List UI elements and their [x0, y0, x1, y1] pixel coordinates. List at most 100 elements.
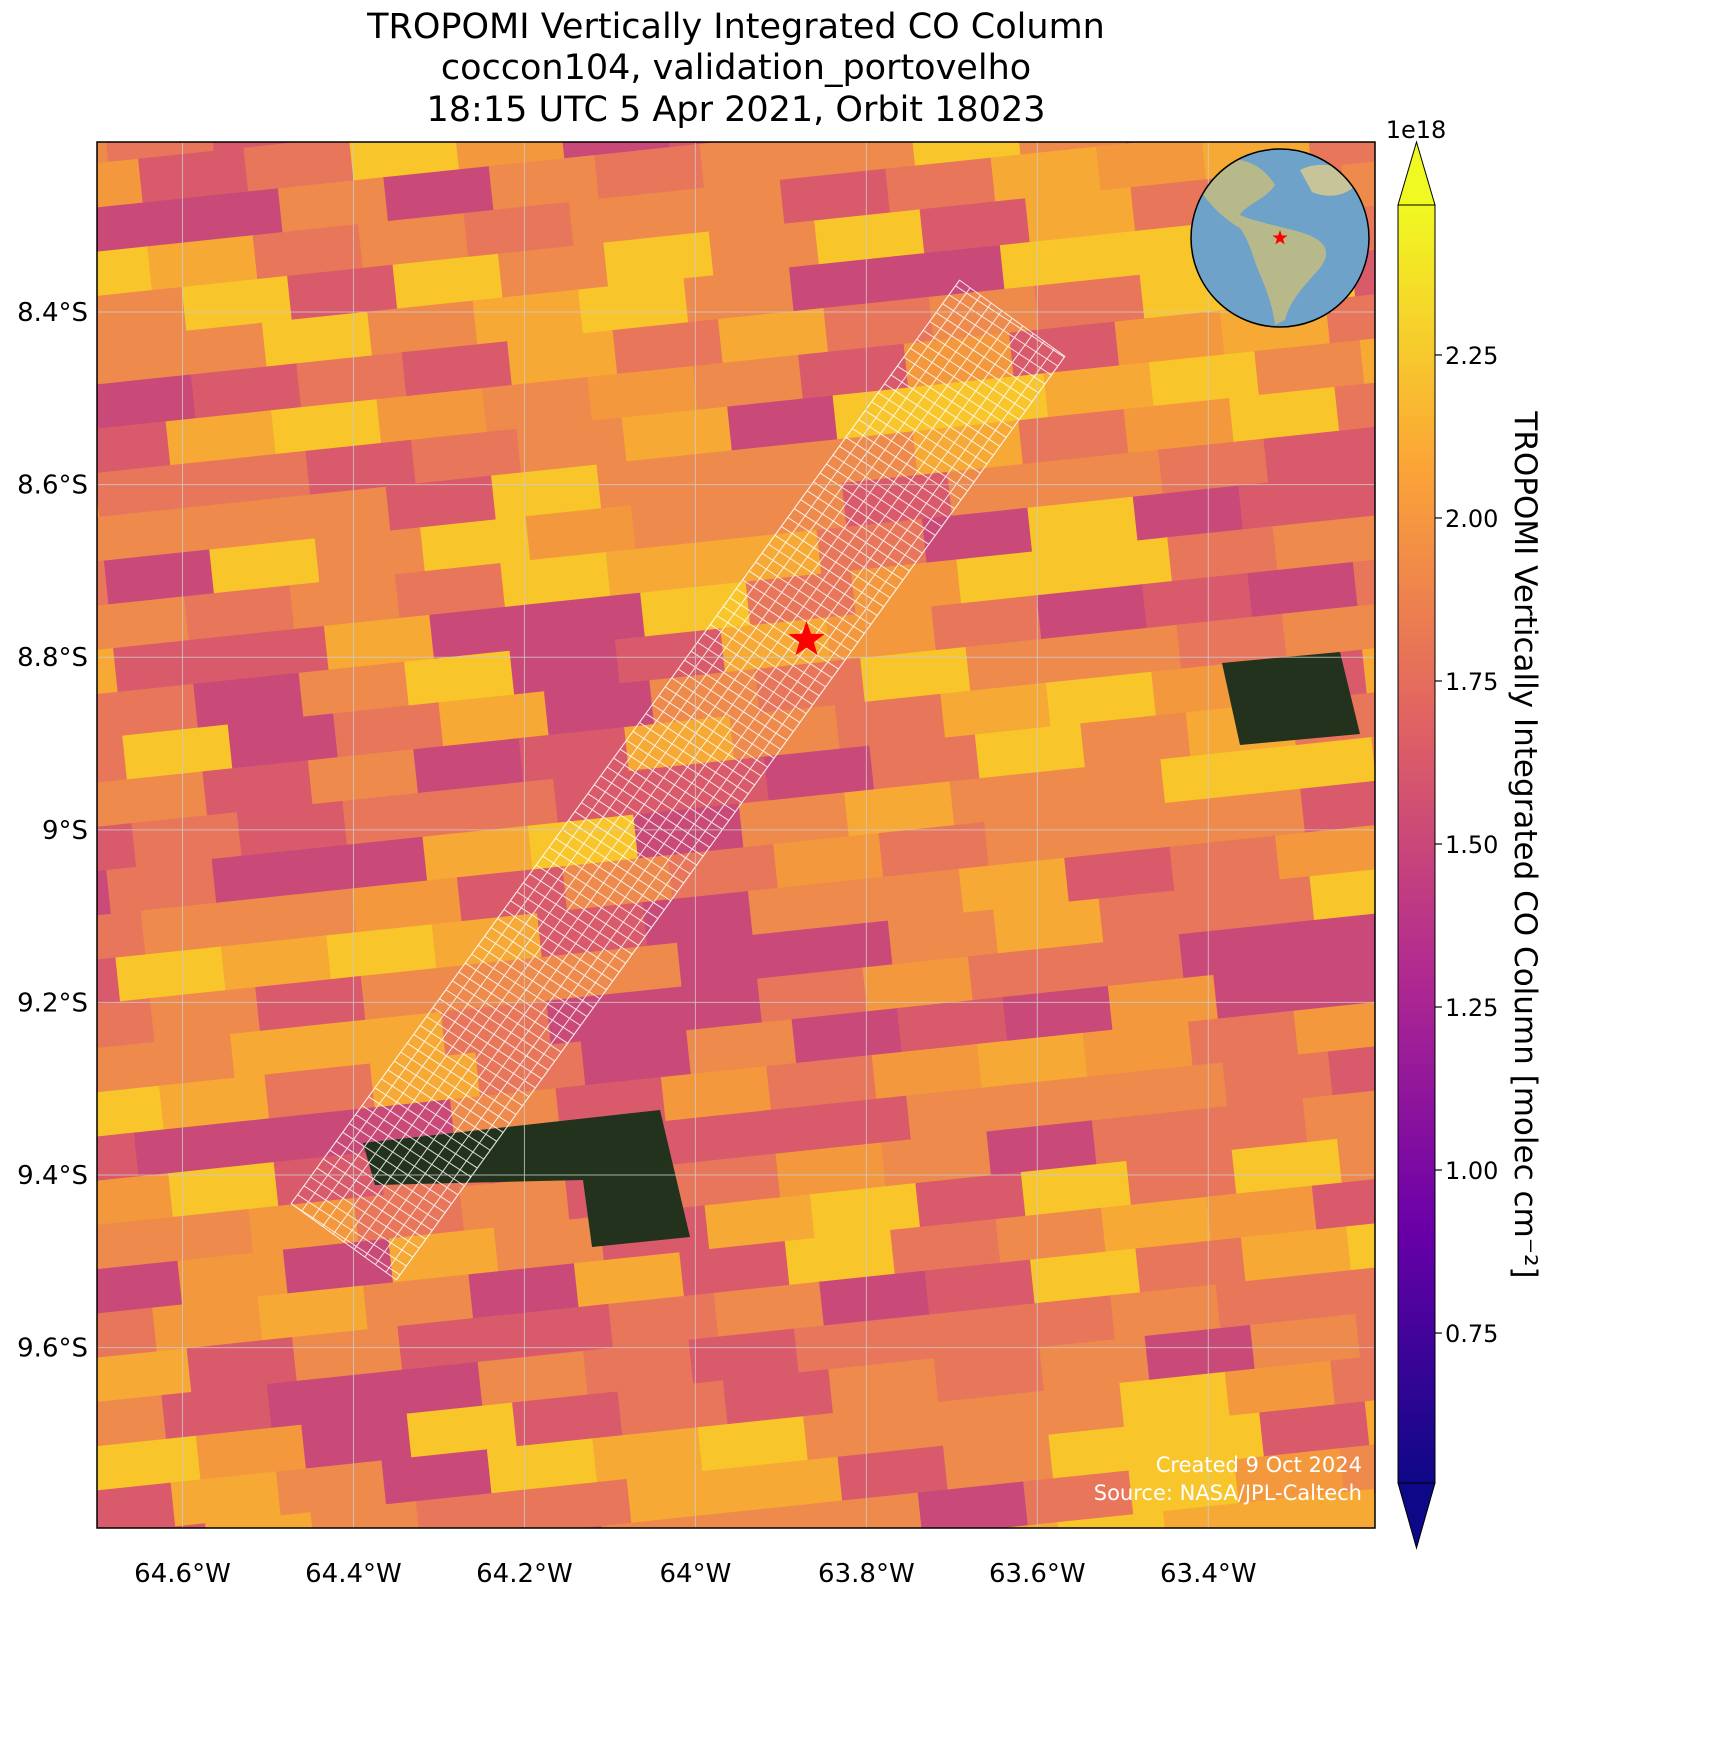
tile — [1128, 1459, 1240, 1516]
colorbar-tick-label: 0.75 — [1445, 1320, 1498, 1348]
footprint-line — [332, 310, 1003, 1235]
tile — [129, 60, 240, 116]
tile — [1325, 288, 1375, 345]
tile — [438, 691, 550, 748]
tile — [314, 85, 425, 141]
tile — [819, 1270, 931, 1327]
title-line: 18:15 UTC 5 Apr 2021, Orbit 18023 — [427, 90, 1046, 130]
tile — [1206, 1185, 1318, 1242]
tile — [1594, 1543, 1705, 1599]
tile — [1233, 1448, 1346, 1505]
tile — [385, 475, 497, 532]
tile — [880, 1131, 993, 1188]
tile — [512, 1391, 624, 1448]
tile — [812, 1492, 924, 1528]
tile — [1529, 930, 1640, 986]
tile — [214, 1600, 325, 1656]
tile — [1158, 0, 1269, 52]
tile — [109, 1611, 220, 1667]
tile — [1311, 1174, 1375, 1231]
tile — [243, 142, 355, 193]
colorbar-label: TROPOMI Vertically Integrated CO Column … — [1507, 410, 1543, 1278]
tile — [97, 1173, 174, 1230]
tile — [376, 388, 488, 444]
tile — [0, 170, 38, 226]
tile — [594, 143, 706, 200]
tile — [995, 1207, 1107, 1264]
tile — [1117, 1062, 1229, 1119]
tile — [122, 724, 234, 781]
x-tick-label: 64.2°W — [476, 1559, 573, 1589]
tile — [97, 1219, 149, 1276]
tile — [161, 1383, 273, 1440]
tile — [999, 234, 1111, 290]
tile — [97, 158, 144, 215]
tile — [202, 760, 314, 817]
tile — [230, 1022, 342, 1079]
tile — [1284, 911, 1375, 968]
tile — [360, 964, 472, 1021]
tile — [534, 592, 646, 649]
tile — [1229, 386, 1341, 443]
tile — [977, 1032, 1089, 1089]
tile — [97, 1395, 168, 1451]
tile — [887, 909, 999, 966]
tile — [828, 1358, 940, 1415]
y-tick-label: 8.6°S — [17, 471, 88, 501]
tile — [307, 749, 419, 806]
tile — [573, 1252, 685, 1309]
tile — [1607, 657, 1718, 713]
tile — [559, 142, 671, 160]
tile — [940, 682, 1052, 739]
tile — [1545, 354, 1656, 410]
tile — [0, 922, 41, 978]
tile — [218, 625, 330, 682]
tile — [611, 1602, 722, 1658]
tile — [518, 727, 630, 783]
tile — [961, 1610, 1072, 1666]
tile — [333, 702, 445, 759]
tile — [1548, 1105, 1659, 1161]
tile — [938, 373, 1050, 430]
y-tick-label: 9.2°S — [17, 988, 88, 1018]
tile — [266, 1372, 378, 1429]
tile — [630, 493, 743, 550]
tile — [1600, 879, 1711, 935]
tile — [97, 1482, 177, 1528]
tile — [587, 365, 699, 422]
tile — [521, 1478, 633, 1528]
tile — [97, 560, 110, 617]
tile — [1488, 1554, 1599, 1610]
footprint-line — [301, 287, 971, 1212]
tile — [1341, 153, 1375, 210]
tile — [420, 516, 532, 573]
tile — [447, 778, 559, 835]
tile — [0, 1494, 71, 1550]
tile — [1318, 952, 1375, 1009]
tile — [486, 1438, 598, 1495]
tile — [853, 868, 965, 925]
tile — [1025, 187, 1137, 244]
tile — [500, 551, 612, 608]
tile — [1637, 1229, 1735, 1285]
tile — [1508, 4, 1619, 60]
tile — [1204, 876, 1316, 933]
tile — [1098, 887, 1210, 944]
tile — [1539, 1018, 1650, 1074]
tile — [660, 1065, 773, 1122]
tile — [1431, 277, 1542, 333]
tile — [546, 989, 658, 1046]
tile — [1135, 1237, 1247, 1294]
tile — [717, 307, 830, 364]
tile — [1550, 1415, 1661, 1471]
tile — [472, 289, 584, 346]
tile — [1272, 515, 1375, 571]
footprint-line — [353, 325, 1024, 1250]
tile — [252, 224, 364, 280]
tile — [899, 1306, 1011, 1363]
tile — [592, 1427, 704, 1484]
tile — [949, 770, 1061, 827]
tile — [0, 1720, 18, 1748]
tile — [301, 1413, 413, 1470]
